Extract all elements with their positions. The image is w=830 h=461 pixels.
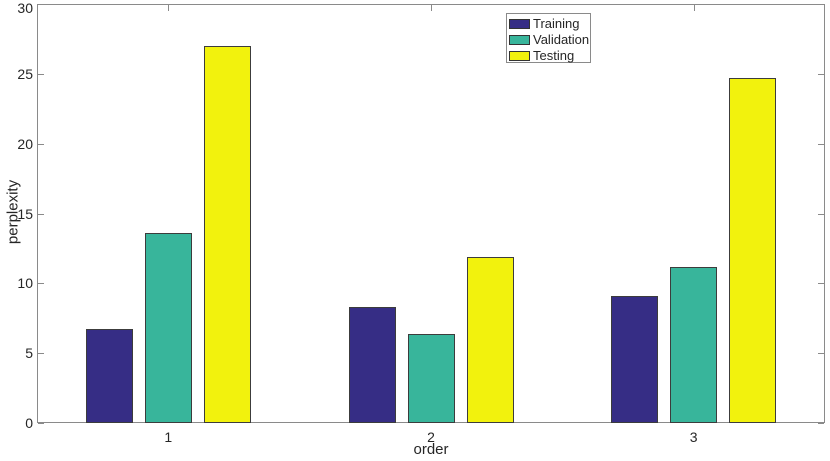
legend-entry-testing: Testing <box>509 48 590 63</box>
legend-swatch-testing <box>509 50 530 61</box>
y-tick-mark <box>38 283 44 284</box>
x-tick-label: 1 <box>164 429 173 445</box>
legend-swatch-validation <box>509 34 530 45</box>
legend-entry-validation: Validation <box>509 32 590 47</box>
legend-swatch-training <box>509 18 530 29</box>
y-tick-label: 30 <box>17 0 33 16</box>
y-tick-mark <box>818 423 824 424</box>
y-tick-mark <box>38 74 44 75</box>
y-tick-mark <box>38 144 44 145</box>
y-tick-mark <box>38 353 44 354</box>
bar-validation-order-2 <box>408 333 455 423</box>
bar-testing-order-2 <box>467 256 514 423</box>
bar-validation-order-3 <box>670 266 717 423</box>
y-tick-mark <box>818 144 824 145</box>
y-tick-mark <box>818 283 824 284</box>
x-tick-label: 2 <box>427 429 435 445</box>
x-tick-mark <box>431 5 432 11</box>
bar-testing-order-3 <box>729 78 776 423</box>
y-tick-mark <box>38 214 44 215</box>
x-tick-label: 3 <box>689 429 698 445</box>
legend-label-validation: Validation <box>533 32 590 47</box>
y-tick-mark <box>818 353 824 354</box>
x-tick-mark <box>168 5 169 11</box>
y-tick-mark <box>38 423 44 424</box>
y-tick-label: 5 <box>25 345 33 362</box>
legend-label-training: Training <box>533 16 580 31</box>
y-tick-mark <box>818 214 824 215</box>
y-tick-mark <box>38 4 44 5</box>
bar-training-order-3 <box>611 295 658 423</box>
y-tick-label: 20 <box>17 135 33 152</box>
y-tick-mark <box>818 4 824 5</box>
bar-training-order-1 <box>86 329 133 423</box>
legend: Training Validation Testing <box>506 13 591 63</box>
y-tick-label: 25 <box>17 65 33 82</box>
bar-validation-order-1 <box>145 233 192 423</box>
y-tick-label: 10 <box>17 275 33 292</box>
x-tick-mark <box>694 5 695 11</box>
y-tick-mark <box>818 74 824 75</box>
bar-training-order-2 <box>349 307 396 423</box>
x-axis-label: order <box>413 441 449 458</box>
y-tick-label: 15 <box>17 205 33 222</box>
y-tick-label: 0 <box>25 415 33 431</box>
legend-entry-training: Training <box>509 16 590 31</box>
bar-testing-order-1 <box>204 45 251 423</box>
legend-label-testing: Testing <box>533 48 575 63</box>
